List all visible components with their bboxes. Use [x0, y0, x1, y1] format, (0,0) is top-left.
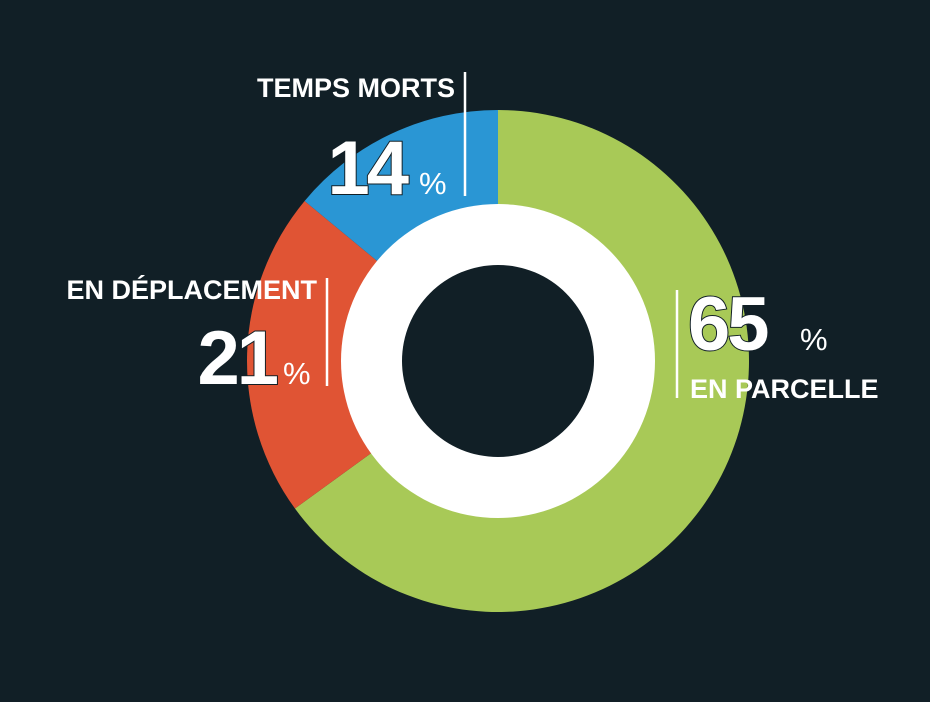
labels: 65 % EN PARCELLE 21 % EN DÉPLACEMENT 14 % TEMPS …	[66, 72, 879, 404]
category-label: EN PARCELLE	[690, 374, 879, 404]
unit-label: %	[800, 322, 828, 357]
value-label: 65	[688, 282, 768, 367]
category-label: TEMPS MORTS	[257, 73, 455, 103]
value-label: 14	[327, 126, 408, 211]
value-label: 21	[197, 316, 277, 401]
unit-label: %	[419, 166, 447, 201]
unit-label: %	[283, 356, 311, 391]
category-label: EN DÉPLACEMENT	[66, 274, 317, 305]
donut-hole	[402, 265, 594, 457]
